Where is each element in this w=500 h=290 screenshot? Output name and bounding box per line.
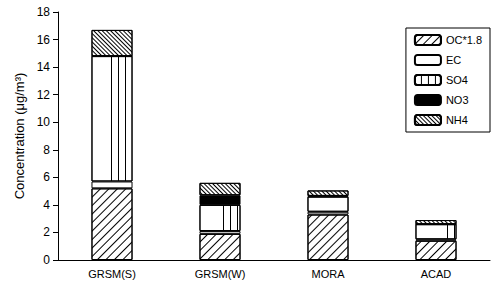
svg-text:MORA: MORA xyxy=(312,268,346,280)
svg-text:GRSM(W): GRSM(W) xyxy=(195,268,246,280)
svg-text:10: 10 xyxy=(37,115,51,129)
svg-text:12: 12 xyxy=(37,88,51,102)
svg-text:EC: EC xyxy=(446,54,461,66)
svg-text:ACAD: ACAD xyxy=(421,268,452,280)
svg-text:16: 16 xyxy=(37,33,51,47)
svg-text:14: 14 xyxy=(37,60,51,74)
svg-text:GRSM(S): GRSM(S) xyxy=(88,268,136,280)
svg-text:Concentration (μg/m³): Concentration (μg/m³) xyxy=(12,73,27,200)
svg-text:NH4: NH4 xyxy=(446,114,468,126)
svg-text:6: 6 xyxy=(43,170,50,184)
svg-text:OC*1.8: OC*1.8 xyxy=(446,34,482,46)
svg-text:4: 4 xyxy=(43,198,50,212)
svg-text:18: 18 xyxy=(37,5,51,19)
svg-text:0: 0 xyxy=(43,253,50,267)
svg-text:8: 8 xyxy=(43,143,50,157)
svg-text:2: 2 xyxy=(43,225,50,239)
svg-text:NO3: NO3 xyxy=(446,94,469,106)
svg-text:SO4: SO4 xyxy=(446,74,468,86)
